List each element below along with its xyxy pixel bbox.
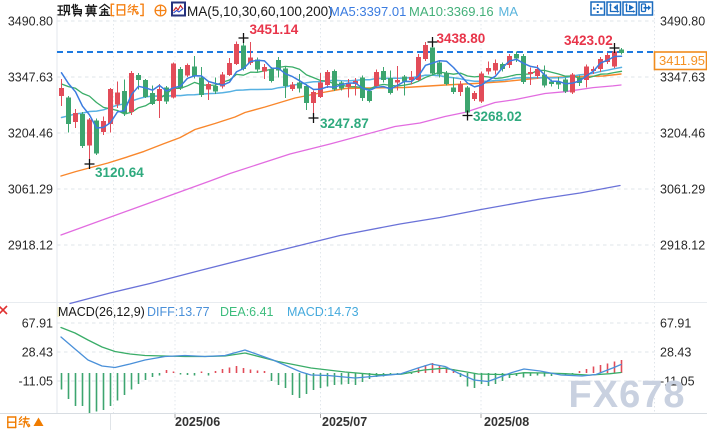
svg-text:3490.80: 3490.80 bbox=[8, 15, 53, 29]
svg-text:MACD(26,12,9): MACD(26,12,9) bbox=[58, 305, 145, 319]
svg-text:MACD:14.73: MACD:14.73 bbox=[287, 305, 359, 319]
svg-text:67.91: 67.91 bbox=[22, 317, 53, 331]
svg-text:3268.02: 3268.02 bbox=[473, 109, 522, 124]
svg-text:2918.12: 2918.12 bbox=[8, 239, 53, 253]
svg-text:3061.29: 3061.29 bbox=[8, 183, 53, 197]
svg-text:-11.05: -11.05 bbox=[18, 375, 53, 389]
svg-text:2025/08: 2025/08 bbox=[484, 415, 529, 429]
svg-text:28.43: 28.43 bbox=[22, 346, 53, 360]
svg-text:MA: MA bbox=[499, 4, 519, 19]
svg-text:3247.87: 3247.87 bbox=[320, 116, 369, 131]
svg-text:3061.29: 3061.29 bbox=[660, 183, 705, 197]
svg-text:3423.02: 3423.02 bbox=[564, 33, 613, 48]
svg-text:DIFF:13.77: DIFF:13.77 bbox=[147, 305, 210, 319]
svg-text:2025/07: 2025/07 bbox=[322, 415, 367, 429]
svg-text:MA10:3369.16: MA10:3369.16 bbox=[409, 4, 494, 19]
svg-text:3347.63: 3347.63 bbox=[660, 71, 705, 85]
svg-text:DEA:6.41: DEA:6.41 bbox=[220, 305, 274, 319]
svg-text:2918.12: 2918.12 bbox=[660, 239, 705, 253]
svg-text:67.91: 67.91 bbox=[660, 317, 691, 331]
svg-text:3411.95: 3411.95 bbox=[659, 53, 705, 68]
svg-text:3204.46: 3204.46 bbox=[8, 127, 53, 141]
svg-text:3204.46: 3204.46 bbox=[660, 127, 705, 141]
svg-text:2025/06: 2025/06 bbox=[175, 415, 220, 429]
svg-text:MA5:3397.01: MA5:3397.01 bbox=[329, 4, 406, 19]
svg-text:MA(5,10,30,60,100,200): MA(5,10,30,60,100,200) bbox=[187, 4, 333, 19]
svg-text:3490.80: 3490.80 bbox=[660, 15, 705, 29]
svg-text:-11.05: -11.05 bbox=[660, 375, 695, 389]
svg-text:28.43: 28.43 bbox=[660, 346, 691, 360]
svg-text:3451.14: 3451.14 bbox=[250, 22, 299, 37]
svg-text:FX678: FX678 bbox=[569, 374, 686, 416]
svg-text:3438.80: 3438.80 bbox=[437, 31, 486, 46]
svg-text:3347.63: 3347.63 bbox=[8, 71, 53, 85]
svg-text:3120.64: 3120.64 bbox=[95, 165, 144, 180]
